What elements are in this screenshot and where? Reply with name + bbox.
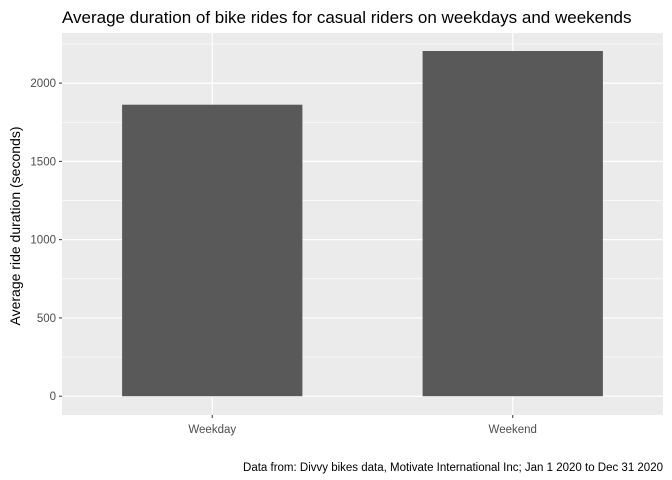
x-tick-label: Weekend xyxy=(489,424,537,436)
bar-weekend xyxy=(422,51,603,397)
y-tick-label: 2000 xyxy=(30,78,56,90)
chart-title: Average duration of bike rides for casua… xyxy=(62,8,632,27)
y-tick-label: 0 xyxy=(50,391,56,403)
bars xyxy=(122,51,603,397)
y-axis: 0 500 1000 1500 2000 xyxy=(30,78,62,403)
bar-weekday xyxy=(122,104,303,397)
y-tick-label: 1500 xyxy=(30,156,56,168)
y-axis-title: Average ride duration (seconds) xyxy=(7,127,23,326)
y-tick-label: 1000 xyxy=(30,235,56,247)
x-axis: Weekday Weekend xyxy=(188,415,537,436)
chart-caption: Data from: Divvy bikes data, Motivate In… xyxy=(243,462,663,474)
y-tick-label: 500 xyxy=(37,313,56,325)
x-tick-label: Weekday xyxy=(188,424,236,436)
